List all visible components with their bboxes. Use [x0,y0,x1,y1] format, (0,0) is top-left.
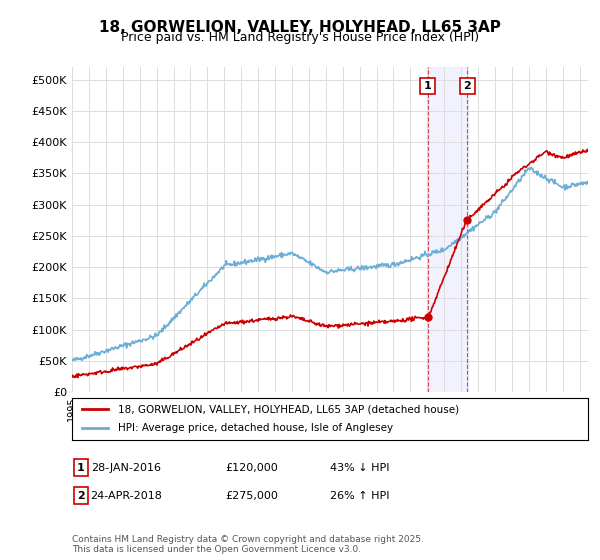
Text: 2: 2 [463,81,471,91]
Text: 24-APR-2018: 24-APR-2018 [90,491,162,501]
Text: 2: 2 [77,491,85,501]
Text: Contains HM Land Registry data © Crown copyright and database right 2025.
This d: Contains HM Land Registry data © Crown c… [72,535,424,554]
Text: HPI: Average price, detached house, Isle of Anglesey: HPI: Average price, detached house, Isle… [118,423,394,433]
Text: 1: 1 [77,463,85,473]
Text: £120,000: £120,000 [226,463,278,473]
Text: £275,000: £275,000 [226,491,278,501]
Text: 18, GORWELION, VALLEY, HOLYHEAD, LL65 3AP: 18, GORWELION, VALLEY, HOLYHEAD, LL65 3A… [99,20,501,35]
Text: 1: 1 [424,81,431,91]
Text: 26% ↑ HPI: 26% ↑ HPI [330,491,390,501]
Text: Price paid vs. HM Land Registry's House Price Index (HPI): Price paid vs. HM Land Registry's House … [121,31,479,44]
Text: 18, GORWELION, VALLEY, HOLYHEAD, LL65 3AP (detached house): 18, GORWELION, VALLEY, HOLYHEAD, LL65 3A… [118,404,460,414]
Text: 43% ↓ HPI: 43% ↓ HPI [330,463,390,473]
Bar [427,67,468,392]
Text: 28-JAN-2016: 28-JAN-2016 [91,463,161,473]
